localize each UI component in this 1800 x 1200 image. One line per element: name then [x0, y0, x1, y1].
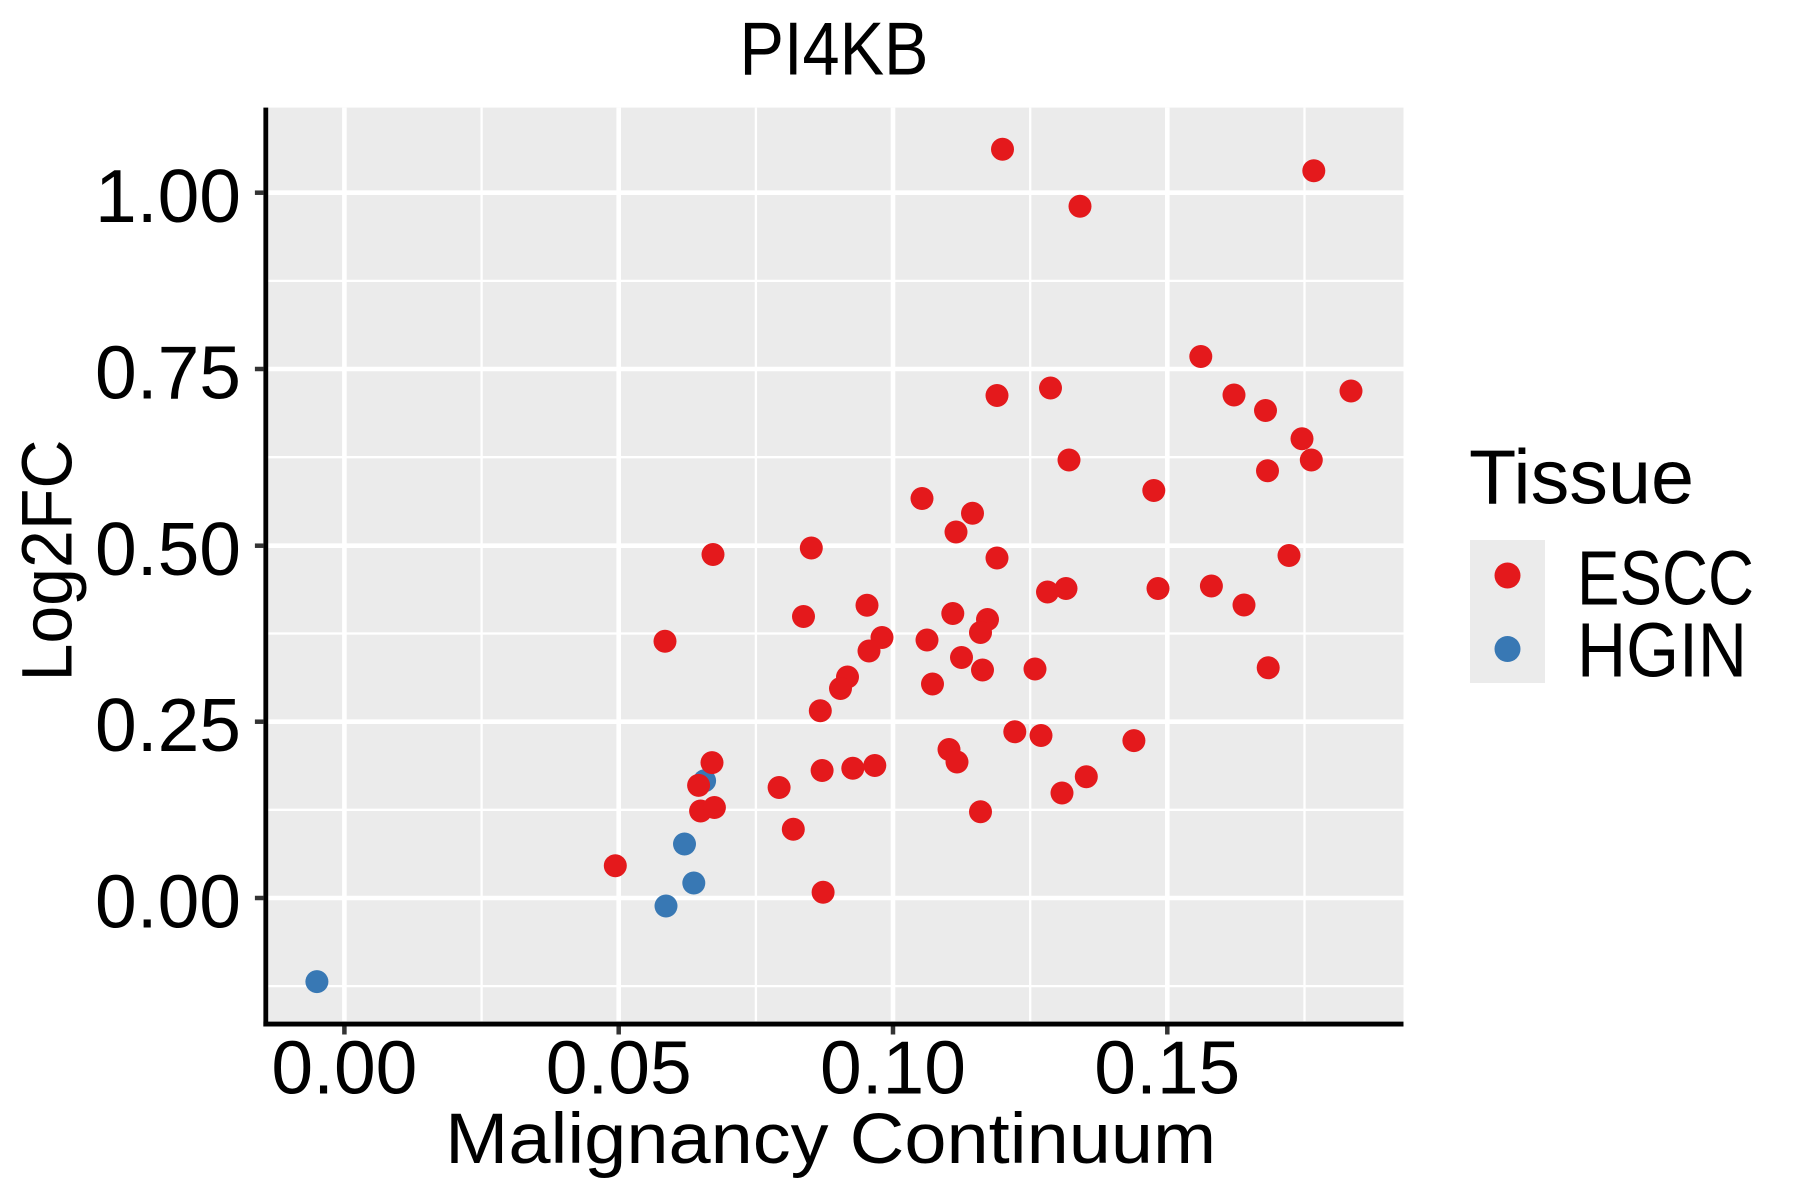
svg-text:0.50: 0.50 — [95, 507, 241, 591]
svg-text:Log2FC: Log2FC — [9, 440, 88, 682]
svg-text:0.75: 0.75 — [95, 330, 241, 414]
svg-text:HGIN: HGIN — [1577, 608, 1747, 694]
svg-text:0.25: 0.25 — [95, 683, 241, 767]
svg-text:ESCC: ESCC — [1577, 536, 1754, 622]
svg-text:PI4KB: PI4KB — [740, 7, 929, 91]
svg-text:0.10: 0.10 — [820, 1026, 966, 1110]
svg-text:1.00: 1.00 — [95, 154, 241, 238]
svg-text:0.05: 0.05 — [546, 1026, 692, 1110]
svg-text:Tissue: Tissue — [1469, 435, 1694, 521]
svg-text:Malignancy Continuum: Malignancy Continuum — [445, 1100, 1216, 1179]
svg-text:0.15: 0.15 — [1094, 1026, 1240, 1110]
svg-text:0.00: 0.00 — [95, 859, 241, 943]
svg-text:0.00: 0.00 — [271, 1026, 417, 1110]
